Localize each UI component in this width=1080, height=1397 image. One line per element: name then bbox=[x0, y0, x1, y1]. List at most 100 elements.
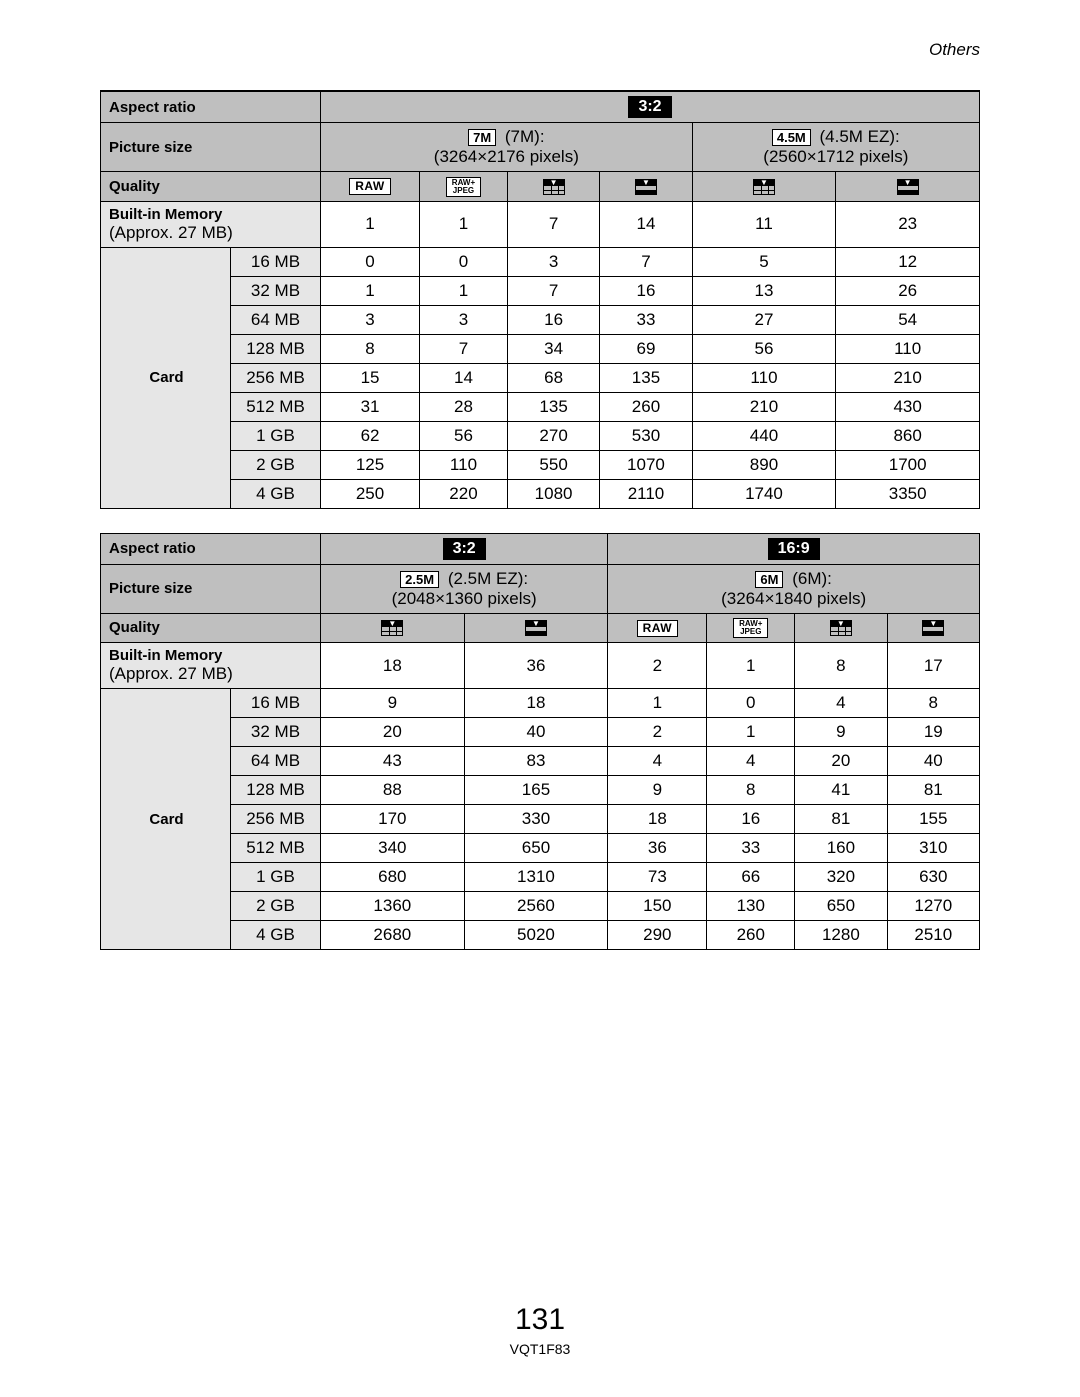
card-size: 4 GB bbox=[231, 921, 321, 950]
val: 7 bbox=[420, 334, 508, 363]
val: 2560 bbox=[464, 892, 608, 921]
row-aspect: Aspect ratio 3:2 bbox=[101, 92, 980, 123]
quality-cell-rawjpeg: RAW+JPEG bbox=[707, 613, 795, 643]
val: 34 bbox=[507, 334, 599, 363]
val: 8 bbox=[707, 776, 795, 805]
quality-cell-standard: ▼ bbox=[600, 172, 692, 202]
val: 18 bbox=[464, 689, 608, 718]
val: 260 bbox=[707, 921, 795, 950]
val: 16 bbox=[707, 805, 795, 834]
table-row: 4 GB2680502029026012802510 bbox=[101, 921, 980, 950]
raw-icon: RAW bbox=[637, 620, 679, 637]
val: 3 bbox=[507, 247, 599, 276]
val: 250 bbox=[321, 479, 420, 508]
val: 16 bbox=[600, 276, 692, 305]
val: 40 bbox=[464, 718, 608, 747]
table-row: 32 MB117161326 bbox=[101, 276, 980, 305]
val: 2510 bbox=[887, 921, 979, 950]
val: 15 bbox=[321, 363, 420, 392]
val: 290 bbox=[608, 921, 707, 950]
aspect-ratio-badge: 3:2 bbox=[628, 96, 671, 118]
table-row: 512 MB3406503633160310 bbox=[101, 834, 980, 863]
val: 2680 bbox=[321, 921, 465, 950]
label-quality: Quality bbox=[101, 613, 321, 643]
size-label: (7M): bbox=[505, 127, 545, 146]
capacity-table-2: Aspect ratio 3:2 16:9 Picture size 2.5M … bbox=[100, 533, 980, 951]
row-quality: Quality ▼ ▼ RAW RAW+JPEG ▼ ▼ bbox=[101, 613, 980, 643]
val: 69 bbox=[600, 334, 692, 363]
val: 680 bbox=[321, 863, 465, 892]
table-row: 32 MB204021919 bbox=[101, 718, 980, 747]
picsize-2: 6M (6M): (3264×1840 pixels) bbox=[608, 564, 980, 613]
size-pixels: (2560×1712 pixels) bbox=[699, 147, 973, 167]
val: 220 bbox=[420, 479, 508, 508]
table-row: 4 GB2502201080211017403350 bbox=[101, 479, 980, 508]
card-size: 64 MB bbox=[231, 747, 321, 776]
card-size: 16 MB bbox=[231, 247, 321, 276]
val: 3 bbox=[420, 305, 508, 334]
val: 210 bbox=[692, 392, 836, 421]
val: 11 bbox=[692, 201, 836, 247]
val: 1080 bbox=[507, 479, 599, 508]
quality-fine-icon: ▼ bbox=[543, 179, 565, 195]
val: 73 bbox=[608, 863, 707, 892]
size-label: (2.5M EZ): bbox=[448, 569, 528, 588]
val: 210 bbox=[836, 363, 980, 392]
val: 62 bbox=[321, 421, 420, 450]
table-row: 2 GB12511055010708901700 bbox=[101, 450, 980, 479]
val: 0 bbox=[707, 689, 795, 718]
card-size: 4 GB bbox=[231, 479, 321, 508]
table-row: 256 MB151468135110210 bbox=[101, 363, 980, 392]
quality-cell-fine: ▼ bbox=[507, 172, 599, 202]
size-label: (6M): bbox=[792, 569, 832, 588]
val: 1 bbox=[707, 718, 795, 747]
table-row: 2 GB136025601501306501270 bbox=[101, 892, 980, 921]
val: 19 bbox=[887, 718, 979, 747]
size-label: (4.5M EZ): bbox=[820, 127, 900, 146]
val: 9 bbox=[608, 776, 707, 805]
picsize-1: 2.5M (2.5M EZ): (2048×1360 pixels) bbox=[321, 564, 608, 613]
val: 630 bbox=[887, 863, 979, 892]
val: 18 bbox=[608, 805, 707, 834]
val: 36 bbox=[464, 643, 608, 689]
val: 56 bbox=[692, 334, 836, 363]
val: 2 bbox=[608, 643, 707, 689]
card-size: 2 GB bbox=[231, 892, 321, 921]
val: 4 bbox=[608, 747, 707, 776]
quality-cell-fine: ▼ bbox=[795, 613, 887, 643]
val: 27 bbox=[692, 305, 836, 334]
val: 2 bbox=[608, 718, 707, 747]
quality-cell-raw: RAW bbox=[608, 613, 707, 643]
quality-standard-icon: ▼ bbox=[897, 179, 919, 195]
val: 310 bbox=[887, 834, 979, 863]
size-badge-icon: 2.5M bbox=[400, 571, 439, 588]
val: 1 bbox=[420, 276, 508, 305]
card-size: 32 MB bbox=[231, 276, 321, 305]
val: 33 bbox=[707, 834, 795, 863]
size-badge-icon: 6M bbox=[755, 571, 783, 588]
quality-cell-standard: ▼ bbox=[836, 172, 980, 202]
aspect-ratio-badge: 16:9 bbox=[768, 538, 820, 560]
val: 1 bbox=[608, 689, 707, 718]
val: 14 bbox=[600, 201, 692, 247]
capacity-table-1: Aspect ratio 3:2 Picture size 7M (7M): (… bbox=[100, 91, 980, 509]
picsize-1: 7M (7M): (3264×2176 pixels) bbox=[321, 123, 693, 172]
size-pixels: (2048×1360 pixels) bbox=[327, 589, 601, 609]
val: 17 bbox=[887, 643, 979, 689]
val: 36 bbox=[608, 834, 707, 863]
card-size: 2 GB bbox=[231, 450, 321, 479]
size-pixels: (3264×1840 pixels) bbox=[614, 589, 973, 609]
val: 160 bbox=[795, 834, 887, 863]
val: 81 bbox=[887, 776, 979, 805]
val: 650 bbox=[464, 834, 608, 863]
table-row: 512 MB3128135260210430 bbox=[101, 392, 980, 421]
val: 20 bbox=[321, 718, 465, 747]
val: 270 bbox=[507, 421, 599, 450]
label-aspect-ratio: Aspect ratio bbox=[101, 92, 321, 123]
aspect-badge-cell: 3:2 bbox=[321, 92, 980, 123]
val: 9 bbox=[321, 689, 465, 718]
card-size: 128 MB bbox=[231, 776, 321, 805]
val: 66 bbox=[707, 863, 795, 892]
val: 170 bbox=[321, 805, 465, 834]
aspect-ratio-badge: 3:2 bbox=[443, 538, 486, 560]
